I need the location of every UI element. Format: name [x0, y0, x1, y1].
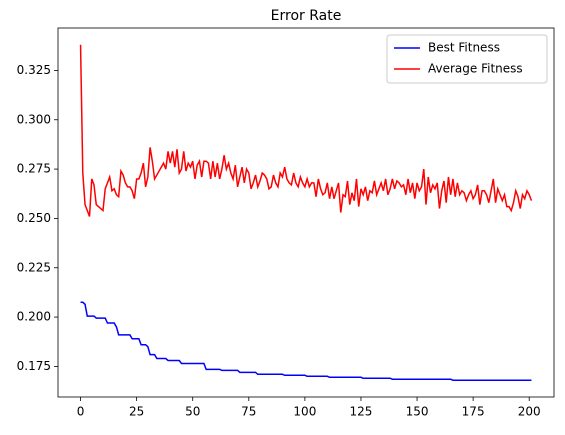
x-tick-label: 75 [241, 405, 256, 419]
y-tick-label: 0.325 [17, 63, 51, 77]
legend-label: Best Fitness [428, 41, 500, 55]
legend-label: Average Fitness [428, 62, 523, 76]
x-tick-label: 200 [518, 405, 541, 419]
series-line [79, 44, 533, 217]
x-tick-label: 175 [462, 405, 485, 419]
x-tick-label: 125 [350, 405, 373, 419]
x-tick-label: 0 [77, 405, 85, 419]
x-tick-label: 25 [129, 405, 144, 419]
x-tick-label: 150 [406, 405, 429, 419]
plot-frame [57, 27, 555, 398]
y-tick-label: 0.225 [17, 260, 51, 274]
y-tick-label: 0.200 [17, 310, 51, 324]
y-tick-label: 0.175 [17, 359, 51, 373]
x-tick-label: 50 [185, 405, 200, 419]
y-tick-label: 0.250 [17, 211, 51, 225]
x-tick-label: 100 [293, 405, 316, 419]
y-tick-label: 0.275 [17, 162, 51, 176]
legend-box [386, 34, 548, 84]
series-line [80, 301, 532, 381]
chart-title: Error Rate [271, 8, 342, 24]
y-tick-label: 0.300 [17, 112, 51, 126]
